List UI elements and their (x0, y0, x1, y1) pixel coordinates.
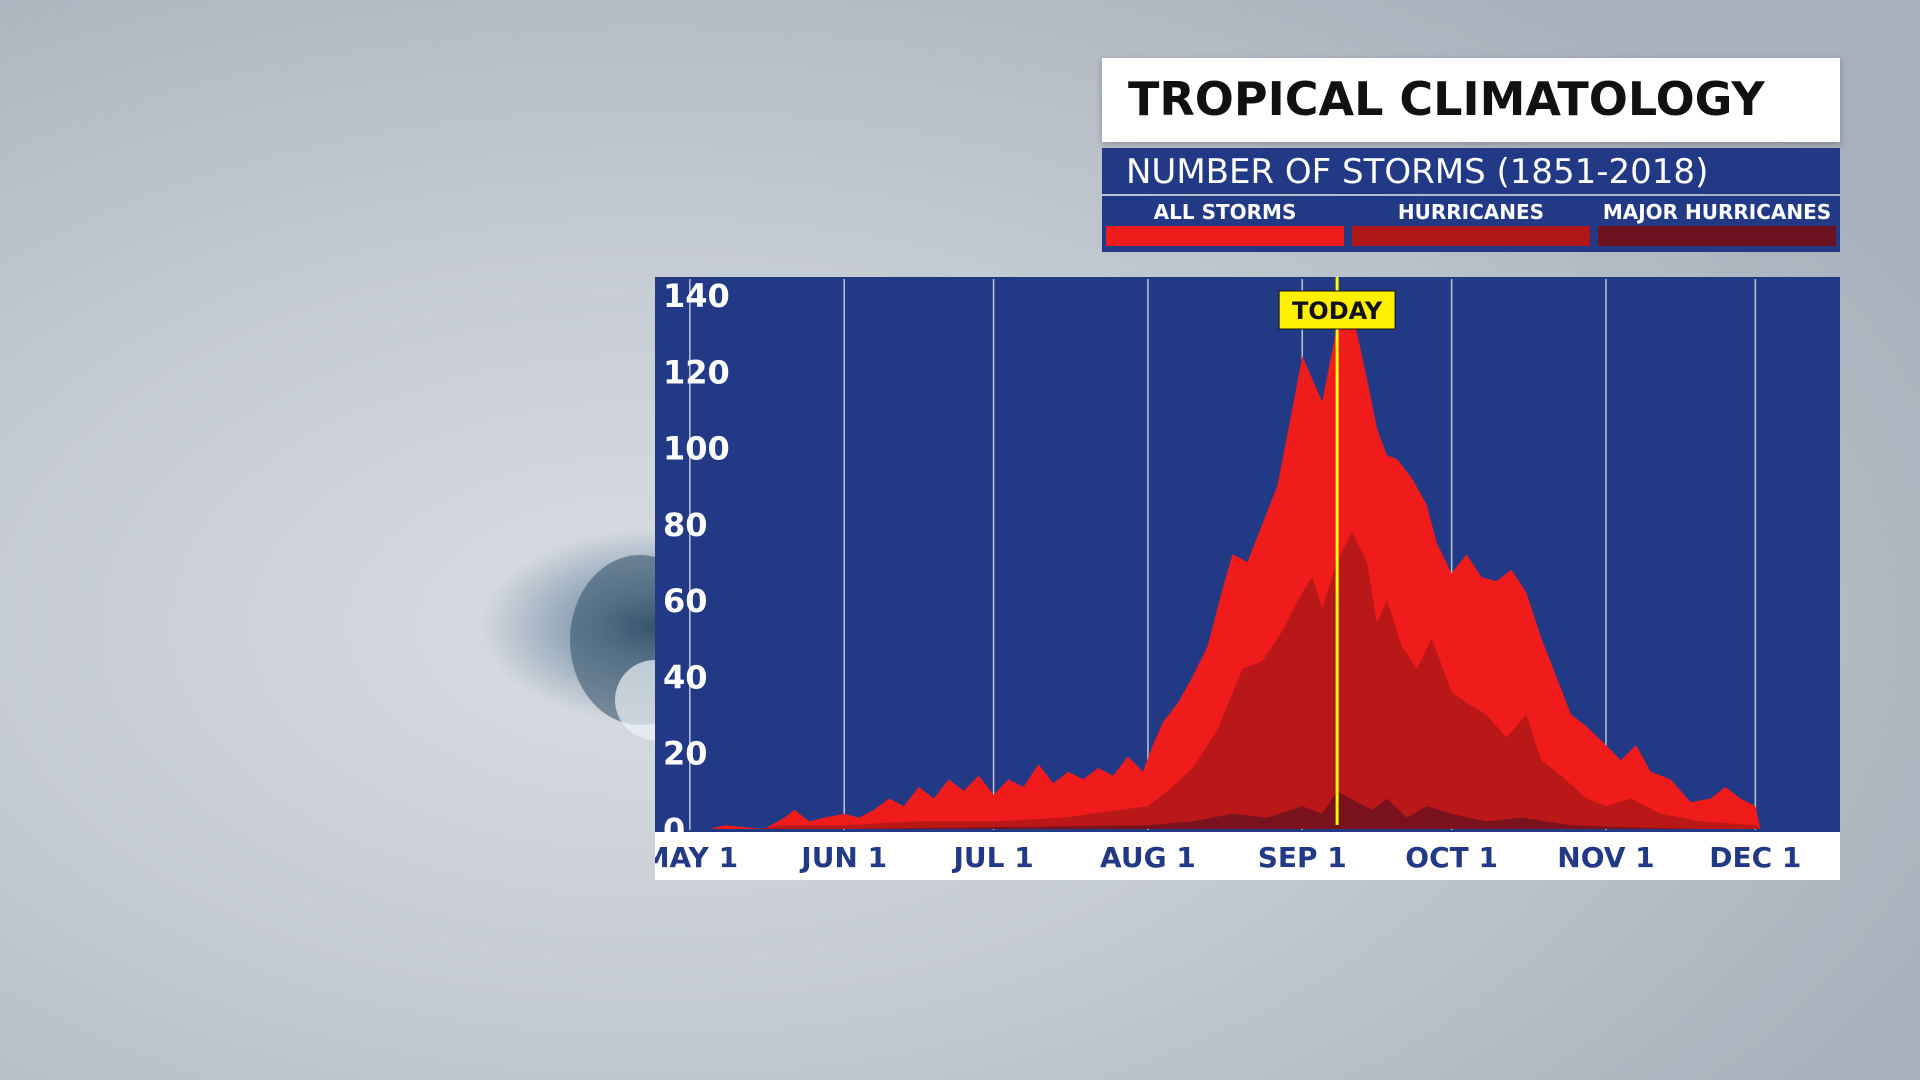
chart-panel: 0 20 40 60 80 100 120 140 MAY 1 JUN 1 JUL 1 AUG 1 SE… (655, 277, 1840, 880)
y-tick-label: 20 (663, 735, 708, 773)
x-tick-label: MAY 1 (655, 841, 738, 874)
x-tick-label: AUG 1 (1100, 841, 1196, 874)
y-tick-label: 0 (663, 811, 685, 849)
area-series-all-storms (709, 302, 1761, 830)
legend-label: ALL STORMS (1153, 200, 1297, 224)
area-series-major-hurricanes (844, 790, 1701, 829)
x-tick-label: DEC 1 (1709, 841, 1801, 874)
legend-swatch (1598, 226, 1836, 246)
chart-title: TROPICAL CLIMATOLOGY (1128, 72, 1765, 126)
area-series-hurricanes (759, 531, 1761, 829)
y-tick-label: 80 (663, 506, 708, 544)
y-tick-label: 100 (663, 430, 730, 468)
x-axis-strip (655, 832, 1840, 880)
legend-label: MAJOR HURRICANES (1602, 200, 1832, 224)
y-tick-label: 40 (663, 658, 708, 696)
subtitle-banner: NUMBER OF STORMS (1851-2018) (1102, 148, 1840, 194)
legend-item-hurricanes: HURRICANES (1348, 196, 1594, 252)
legend-swatch (1106, 226, 1344, 246)
x-tick-label: SEP 1 (1258, 841, 1347, 874)
x-tick-label: NOV 1 (1557, 841, 1654, 874)
today-label: TODAY (1292, 297, 1383, 325)
legend-label: HURRICANES (1397, 200, 1545, 224)
x-tick-label: OCT 1 (1405, 841, 1498, 874)
y-tick-label: 60 (663, 582, 708, 620)
y-tick-label: 140 (663, 277, 730, 315)
x-tick-label: JUL 1 (951, 841, 1033, 874)
chart-subtitle: NUMBER OF STORMS (1851-2018) (1126, 152, 1709, 192)
title-banner: TROPICAL CLIMATOLOGY (1102, 58, 1840, 142)
chart-legend: ALL STORMS HURRICANES MAJOR HURRICANES (1102, 196, 1840, 252)
legend-swatch (1352, 226, 1590, 246)
x-tick-label: JUN 1 (799, 841, 887, 874)
area-chart: 0 20 40 60 80 100 120 140 MAY 1 JUN 1 JUL 1 AUG 1 SE… (655, 277, 1840, 880)
legend-item-major-hurricanes: MAJOR HURRICANES (1594, 196, 1840, 252)
today-label-box (1278, 290, 1396, 330)
y-tick-label: 120 (663, 353, 730, 391)
legend-item-all-storms: ALL STORMS (1102, 196, 1348, 252)
